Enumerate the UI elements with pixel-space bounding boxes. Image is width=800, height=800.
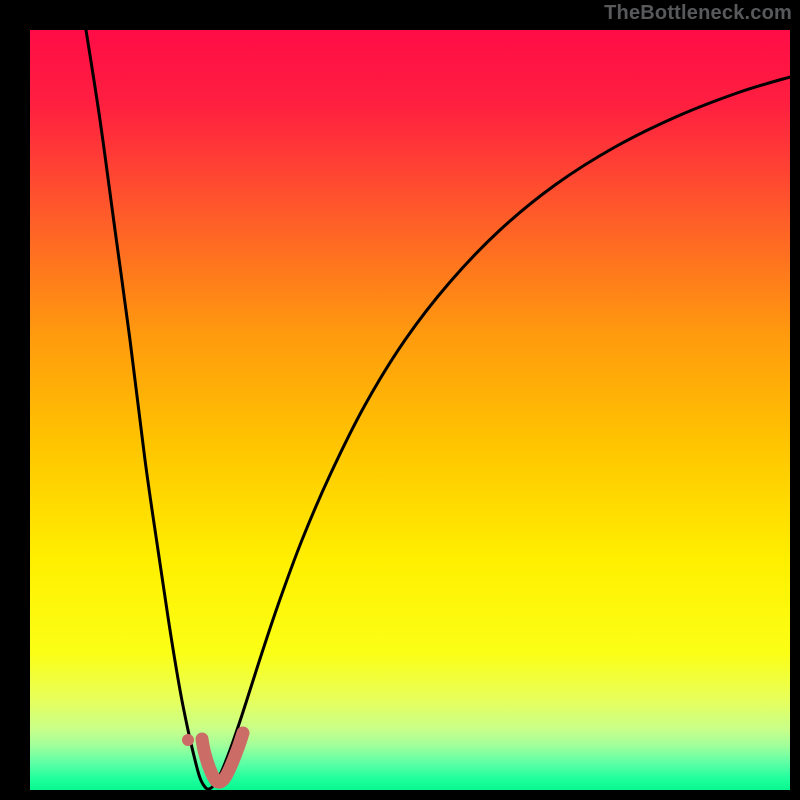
bottleneck-curve [86,30,790,789]
watermark-text: TheBottleneck.com [604,2,792,25]
plot-area [30,30,790,790]
marker-dot [182,734,194,746]
marker-stroke [202,733,243,782]
curve-overlay [30,30,790,790]
chart-container: TheBottleneck.com [0,0,800,800]
